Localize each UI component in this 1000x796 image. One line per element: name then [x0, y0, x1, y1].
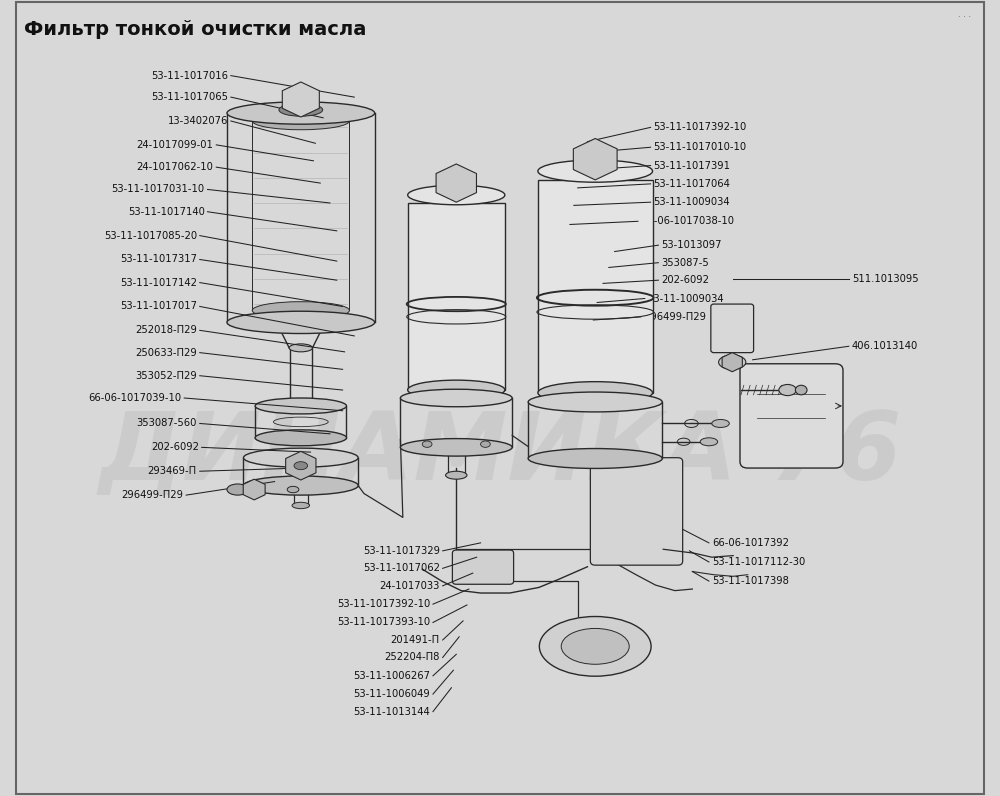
Text: 53-11-1017392-10: 53-11-1017392-10: [337, 599, 430, 609]
Text: 53-11-1017393-10: 53-11-1017393-10: [337, 618, 430, 627]
Text: 250633-П29: 250633-П29: [135, 348, 197, 357]
Text: 53-11-1009034: 53-11-1009034: [654, 197, 730, 207]
Text: 252204-П8: 252204-П8: [384, 653, 440, 662]
Text: 53-11-1017031-10: 53-11-1017031-10: [112, 185, 205, 194]
Polygon shape: [436, 164, 476, 202]
Ellipse shape: [422, 441, 432, 447]
Text: 202-6092: 202-6092: [151, 443, 199, 452]
Text: 53-11-1006267: 53-11-1006267: [353, 671, 430, 681]
Ellipse shape: [290, 402, 312, 409]
Ellipse shape: [400, 389, 512, 407]
Text: 353087-5: 353087-5: [661, 258, 709, 267]
FancyBboxPatch shape: [452, 550, 514, 584]
Text: 252018-П29: 252018-П29: [135, 326, 197, 335]
Ellipse shape: [408, 185, 505, 205]
FancyBboxPatch shape: [590, 458, 683, 565]
Text: 53-11-1017065: 53-11-1017065: [151, 92, 228, 102]
Ellipse shape: [700, 438, 718, 446]
Ellipse shape: [227, 102, 375, 124]
Text: 53-11-1006049: 53-11-1006049: [353, 689, 430, 699]
Text: 293469-П: 293469-П: [148, 466, 197, 476]
Text: 53-11-1017398: 53-11-1017398: [712, 576, 789, 586]
Text: 53-11-1013144: 53-11-1013144: [353, 707, 430, 716]
Text: 53-11-1017317: 53-11-1017317: [120, 255, 197, 264]
Text: 511.1013095: 511.1013095: [852, 274, 918, 283]
Text: 53-11-1009034: 53-11-1009034: [648, 294, 724, 303]
Ellipse shape: [712, 419, 729, 427]
Ellipse shape: [481, 441, 490, 447]
Text: 53-11-1017064: 53-11-1017064: [654, 179, 730, 189]
FancyBboxPatch shape: [711, 304, 754, 353]
Text: 201491-П: 201491-П: [391, 635, 440, 645]
Polygon shape: [282, 82, 319, 117]
Text: Фильтр тонкой очистки масла: Фильтр тонкой очистки масла: [24, 20, 366, 39]
Ellipse shape: [294, 462, 308, 470]
Text: 53-11-1017142: 53-11-1017142: [120, 278, 197, 287]
Ellipse shape: [779, 384, 796, 396]
Text: . . .: . . .: [958, 10, 971, 18]
Text: 24-1017099-01: 24-1017099-01: [136, 140, 213, 150]
Text: 66-06-1017038-10: 66-06-1017038-10: [641, 217, 734, 226]
Polygon shape: [573, 139, 617, 180]
Ellipse shape: [227, 311, 375, 334]
Text: 202-6092: 202-6092: [661, 275, 709, 285]
Ellipse shape: [408, 380, 505, 400]
Bar: [538, 181, 653, 392]
Text: ДИНАМИКА 76: ДИНАМИКА 76: [98, 408, 902, 500]
Ellipse shape: [528, 392, 662, 412]
Ellipse shape: [252, 302, 349, 319]
Ellipse shape: [561, 629, 629, 664]
Polygon shape: [286, 451, 316, 480]
Text: 53-11-1017140: 53-11-1017140: [128, 207, 205, 217]
Text: 53-11-1017085-20: 53-11-1017085-20: [104, 231, 197, 240]
Ellipse shape: [243, 476, 358, 495]
Ellipse shape: [289, 344, 312, 352]
Text: 53-11-1017016: 53-11-1017016: [151, 71, 228, 80]
Ellipse shape: [287, 486, 299, 493]
Ellipse shape: [400, 439, 512, 456]
Text: 53-11-1017112-30: 53-11-1017112-30: [712, 557, 805, 567]
Text: 406.1013140: 406.1013140: [852, 341, 918, 351]
Bar: [408, 203, 505, 390]
Text: 53-11-1017392-10: 53-11-1017392-10: [654, 123, 747, 132]
Text: 53-1013097: 53-1013097: [661, 240, 722, 250]
Ellipse shape: [528, 449, 662, 468]
Ellipse shape: [538, 381, 653, 404]
Ellipse shape: [539, 616, 651, 677]
Polygon shape: [722, 353, 742, 372]
Ellipse shape: [255, 398, 346, 414]
Ellipse shape: [719, 355, 746, 369]
Text: 24-1017062-10: 24-1017062-10: [136, 162, 213, 172]
Ellipse shape: [279, 103, 323, 116]
Text: 53-11-1017062: 53-11-1017062: [363, 564, 440, 573]
Text: 296499-П29: 296499-П29: [121, 490, 183, 500]
Text: 13-3402076: 13-3402076: [168, 116, 228, 126]
Text: 66-06-1017039-10: 66-06-1017039-10: [88, 393, 181, 403]
Text: 53-11-1017017: 53-11-1017017: [120, 302, 197, 311]
Text: 53-11-1017391: 53-11-1017391: [654, 161, 731, 170]
Ellipse shape: [252, 112, 349, 130]
FancyBboxPatch shape: [740, 364, 843, 468]
Ellipse shape: [255, 430, 346, 446]
Text: 24-1017033: 24-1017033: [379, 581, 440, 591]
Ellipse shape: [243, 448, 358, 467]
Text: 53-11-1017010-10: 53-11-1017010-10: [654, 142, 747, 152]
Ellipse shape: [795, 385, 807, 395]
Text: 353052-П29: 353052-П29: [135, 371, 197, 380]
Text: 66-06-1017392: 66-06-1017392: [712, 538, 789, 548]
Ellipse shape: [538, 160, 653, 182]
Polygon shape: [243, 479, 265, 500]
Ellipse shape: [292, 502, 310, 509]
Ellipse shape: [227, 484, 248, 495]
Text: 353087-560: 353087-560: [136, 419, 197, 428]
Ellipse shape: [446, 471, 467, 479]
Text: 53-11-1017329: 53-11-1017329: [363, 546, 440, 556]
Text: 296499-П29: 296499-П29: [644, 312, 706, 322]
